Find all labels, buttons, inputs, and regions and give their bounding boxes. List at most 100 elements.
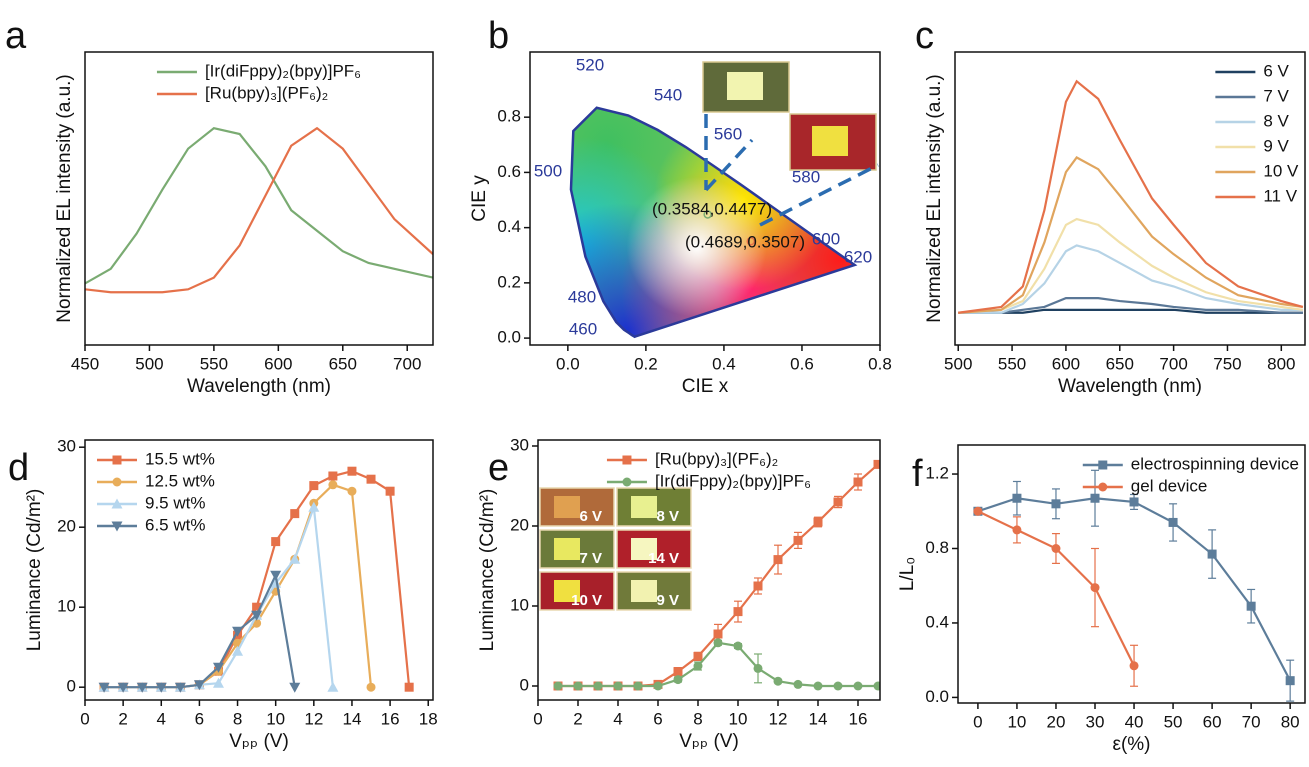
- legend-label: 9 V: [1263, 136, 1289, 155]
- panel-e: e 0 2 4 6 8 10 12 14 16 0 10 20 30 Vₚₚ (V) Luminance (C…: [477, 435, 881, 752]
- inset-label: 14 V: [648, 550, 679, 567]
- plot-frame: [957, 444, 1306, 704]
- marker: [873, 459, 880, 469]
- x-axis-label: ε(%): [1112, 734, 1150, 755]
- cie-point: [703, 210, 712, 219]
- inset-label: 10 V: [571, 592, 602, 609]
- marker: [1129, 661, 1139, 671]
- series-line: [958, 217, 1303, 314]
- marker: [733, 607, 743, 617]
- marker: [98, 682, 110, 693]
- y-tick-label: 0.8: [925, 538, 949, 557]
- legend-label: 6 V: [1263, 61, 1289, 80]
- x-tick-label: 16: [381, 709, 400, 728]
- legend-label: gel device: [1131, 476, 1208, 495]
- series-line: [558, 641, 878, 688]
- y-tick-label: 0.4: [925, 612, 949, 631]
- spectral-locus: [569, 106, 858, 339]
- marker: [573, 681, 583, 691]
- marker: [693, 661, 703, 671]
- y-tick-label: 0.8: [497, 107, 521, 126]
- x-tick-label: 12: [304, 709, 323, 728]
- legend-label: 6.5 wt%: [145, 515, 205, 534]
- marker: [1129, 497, 1139, 507]
- series-line: [85, 126, 433, 294]
- x-tick-label: 14: [342, 709, 361, 728]
- plot: [98, 466, 414, 693]
- marker: [193, 680, 205, 691]
- marker: [633, 681, 643, 691]
- inset-device: [554, 580, 580, 602]
- marker: [673, 667, 683, 677]
- y-tick-label: 0: [520, 675, 529, 694]
- marker: [327, 681, 339, 692]
- panel-c: c 500 550 600 650 700 750 800 Wavelength (nm) Nor…: [915, 15, 1306, 397]
- x-tick-label: 600: [1052, 354, 1080, 373]
- y-tick-label: 10: [57, 597, 76, 616]
- marker: [1168, 517, 1178, 527]
- marker: [404, 682, 414, 692]
- marker: [622, 477, 632, 487]
- series-line: [104, 506, 334, 689]
- callout: [704, 138, 754, 192]
- y-tick-label: 0.0: [925, 687, 949, 706]
- inset-label: 7 V: [579, 550, 602, 567]
- x-tick-label: 8: [233, 709, 242, 728]
- x-tick-label: 0.0: [556, 354, 580, 373]
- y-tick-label: 20: [57, 517, 76, 536]
- x-tick-label: 600: [264, 354, 292, 373]
- wavelength-label: 580: [792, 167, 820, 186]
- y-axis-label: Luminance (Cd/m²): [24, 489, 45, 652]
- marker: [753, 663, 763, 673]
- x-tick-label: 10: [729, 709, 748, 728]
- plot: [553, 459, 880, 691]
- marker: [693, 651, 703, 661]
- marker: [1012, 525, 1022, 535]
- panel-f: f 0 10 20 30 40 50 60 70 80 0.0 0.4 0.8 1.2 ε(%) L/L₀ el…: [897, 444, 1306, 755]
- legend-label: 7 V: [1263, 86, 1289, 105]
- x-tick-label: 60: [1203, 712, 1222, 731]
- marker: [271, 537, 281, 547]
- y-tick-label: 0.6: [497, 162, 521, 181]
- marker: [853, 681, 863, 691]
- panel-label: a: [5, 15, 27, 57]
- marker: [873, 681, 880, 691]
- series-line: [104, 571, 296, 689]
- legend-label: 15.5 wt%: [145, 449, 215, 468]
- legend: 6 V 7 V 8 V 9 V 10 V 11 V: [1215, 61, 1299, 205]
- marker: [853, 477, 863, 487]
- y-tick-label: 0.4: [497, 217, 521, 236]
- marker: [713, 629, 723, 639]
- x-tick-label: 14: [809, 709, 828, 728]
- x-tick-label: 550: [998, 354, 1026, 373]
- plot-frame: [529, 51, 881, 346]
- x-tick-label: 2: [573, 709, 582, 728]
- x-tick-label: 70: [1242, 712, 1261, 731]
- x-tick-label: 700: [393, 354, 421, 373]
- x-tick-label: 500: [135, 354, 163, 373]
- series-line: [958, 297, 1303, 314]
- inset-label: 8 V: [656, 508, 679, 525]
- marker: [347, 486, 357, 496]
- marker: [366, 474, 376, 484]
- marker: [309, 481, 319, 491]
- legend-label: 11 V: [1263, 186, 1297, 205]
- marker: [1098, 482, 1108, 492]
- marker: [117, 682, 129, 693]
- marker: [773, 676, 783, 686]
- marker: [833, 681, 843, 691]
- point-label: (0.3584,0.4477): [652, 199, 772, 218]
- wavelength-label: 560: [714, 124, 742, 143]
- marker: [813, 517, 823, 527]
- x-tick-label: 16: [849, 709, 868, 728]
- x-tick-label: 650: [329, 354, 357, 373]
- y-axis-label: CIE y: [469, 175, 490, 222]
- marker: [252, 602, 262, 612]
- plot: [973, 469, 1295, 702]
- y-tick-label: 1.2: [925, 464, 949, 483]
- callout: [759, 163, 879, 227]
- panel-b: b 0.0 0.2 0.4 0.6 0.8 0.0 0.2 0.4 0.6 0.8 CIE x CIE …: [469, 15, 892, 397]
- x-tick-label: 10: [1007, 712, 1026, 731]
- marker: [553, 681, 563, 691]
